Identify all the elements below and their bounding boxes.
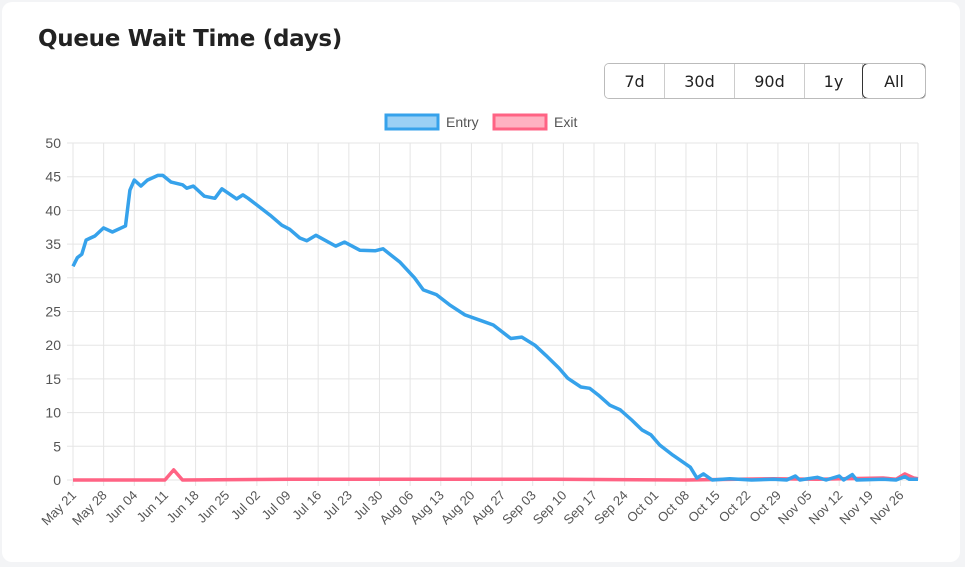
range-7d-button[interactable]: 7d [605, 64, 665, 98]
x-tick-label: Oct 15 [685, 488, 723, 526]
x-tick-label: Aug 20 [438, 488, 478, 528]
x-tick-label: Sep 10 [530, 488, 570, 528]
x-tick-label: Aug 13 [407, 488, 447, 528]
x-tick-label: Sep 03 [499, 488, 539, 528]
x-tick-label: Nov 19 [836, 488, 876, 528]
x-tick-label: Aug 27 [468, 488, 508, 528]
y-tick-label: 0 [53, 472, 61, 488]
legend-swatch-entry [384, 113, 440, 131]
x-tick-label: Jul 02 [228, 488, 263, 523]
x-tick-label: May 28 [69, 488, 110, 529]
series-line-entry [71, 173, 918, 482]
y-tick-label: 20 [45, 337, 61, 353]
x-tick-label: Jun 11 [134, 488, 172, 526]
y-tick-label: 15 [45, 371, 61, 387]
range-all-button[interactable]: All [862, 64, 925, 98]
y-tick-label: 30 [45, 270, 61, 286]
range-90d-button[interactable]: 90d [735, 64, 805, 98]
legend-label-exit: Exit [554, 114, 577, 130]
x-tick-label: Jun 25 [194, 488, 232, 526]
x-tick-label: Oct 22 [716, 488, 754, 526]
series-line-exit [73, 468, 919, 482]
x-tick-label: Jun 18 [163, 488, 201, 526]
time-range-selector: 7d 30d 90d 1y All [604, 63, 926, 99]
x-tick-label: Sep 17 [560, 488, 600, 528]
x-tick-label: Jun 04 [102, 488, 140, 526]
x-tick-label: Jul 16 [289, 488, 324, 523]
x-tick-label: Jul 23 [320, 488, 355, 523]
x-tick-label: Nov 26 [867, 488, 907, 528]
y-tick-label: 50 [45, 135, 61, 151]
range-1y-button[interactable]: 1y [805, 64, 863, 98]
chart-title: Queue Wait Time (days) [38, 26, 342, 52]
y-tick-label: 35 [45, 236, 61, 252]
x-tick-label: Sep 24 [591, 488, 631, 528]
y-tick-label: 10 [45, 405, 61, 421]
x-tick-label: Nov 12 [806, 488, 846, 528]
legend-label-entry: Entry [446, 114, 479, 130]
x-tick-label: Jul 09 [259, 488, 294, 523]
x-tick-label: Nov 05 [775, 488, 815, 528]
y-tick-label: 5 [53, 438, 61, 454]
y-tick-label: 25 [45, 304, 61, 320]
range-30d-button[interactable]: 30d [665, 64, 735, 98]
x-tick-label: Oct 08 [654, 488, 692, 526]
x-tick-label: Aug 06 [377, 488, 417, 528]
y-tick-label: 40 [45, 202, 61, 218]
x-tick-label: Oct 01 [624, 488, 662, 526]
y-tick-label: 45 [45, 169, 61, 185]
legend-swatch-exit [492, 113, 548, 131]
